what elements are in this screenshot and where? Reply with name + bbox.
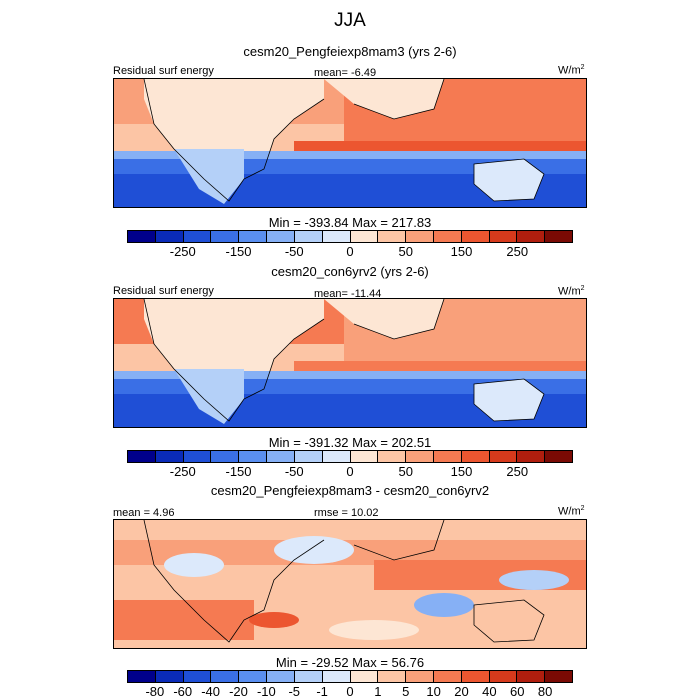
colorbar-tick-label: 0	[346, 684, 354, 699]
colorbar-tick-label: 0	[346, 464, 354, 479]
panel-1-subtitle: cesm20_Pengfeiexp8mam3 (yrs 2-6)	[243, 44, 457, 59]
colorbar-swatch	[489, 671, 518, 682]
colorbar-swatch	[517, 231, 546, 242]
colorbar-tick-label: 40	[482, 684, 497, 699]
colorbar-swatch	[461, 231, 490, 242]
colorbar-swatch	[406, 231, 434, 242]
panel-1-mean-label: mean= -6.49	[314, 67, 377, 79]
colorbar-swatch	[378, 451, 407, 462]
colorbar-tick-label: -50	[284, 464, 304, 479]
colorbar-tick-label: -1	[316, 684, 328, 699]
colorbar-swatch	[350, 231, 379, 242]
colorbar-swatch	[461, 671, 490, 682]
colorbar-tick-label: -40	[201, 684, 221, 699]
panel-3-subtitle: cesm20_Pengfeiexp8mam3 - cesm20_con6yrv2	[210, 483, 490, 498]
colorbar-tick-label: -60	[173, 684, 193, 699]
colorbar-tick-label: 10	[426, 684, 441, 699]
colorbar-swatch	[545, 231, 572, 242]
colorbar-swatch	[239, 451, 268, 462]
colorbar-swatch	[267, 451, 295, 462]
colorbar-swatch	[267, 671, 295, 682]
colorbar-swatch	[183, 671, 212, 682]
colorbar-tick-label: -5	[288, 684, 301, 699]
colorbar-swatch	[211, 451, 240, 462]
colorbar-swatch	[128, 451, 156, 462]
colorbar-swatch	[128, 671, 156, 682]
panel-1-minmax: Min = -393.84 Max = 217.83	[268, 215, 432, 230]
colorbar-swatch	[183, 451, 212, 462]
colorbar-tick-label: -250	[169, 464, 196, 479]
colorbar-swatch	[211, 231, 240, 242]
panel-1-left-label: Residual surf energy	[113, 65, 214, 77]
colorbar-swatch	[267, 231, 295, 242]
colorbar-tick-label: 0	[346, 244, 354, 259]
colorbar-tick-label: 80	[537, 684, 553, 699]
colorbar-swatch	[545, 671, 572, 682]
colorbar-swatch	[239, 231, 268, 242]
colorbar-swatch	[155, 671, 184, 682]
colorbar-swatch	[294, 451, 323, 462]
colorbar-swatch	[433, 231, 462, 242]
panel-3-mean-label: mean = 4.96	[113, 507, 175, 519]
colorbar-swatch	[211, 671, 240, 682]
colorbar-swatch	[489, 451, 518, 462]
panel-1-units: W/m2	[558, 64, 585, 77]
colorbar-tick-label: 5	[402, 684, 410, 699]
colorbar-swatch	[489, 231, 518, 242]
colorbar-swatch	[294, 671, 323, 682]
colorbar-swatch	[461, 451, 490, 462]
colorbar-tick-label: -150	[225, 464, 252, 479]
colorbar-swatch	[350, 451, 379, 462]
colorbar-swatch	[294, 231, 323, 242]
colorbar-tick-label: 60	[510, 684, 525, 699]
colorbar-swatch	[406, 451, 434, 462]
colorbar-swatch	[517, 451, 546, 462]
colorbar-tick-label: 250	[506, 244, 529, 259]
colorbar-tick-label: 250	[506, 464, 529, 479]
panel-2-subtitle: cesm20_con6yrv2 (yrs 2-6)	[271, 264, 429, 279]
panel-3-map	[113, 519, 587, 649]
panel-2-colorbar	[127, 450, 573, 463]
colorbar-tick-label: 150	[450, 244, 473, 259]
colorbar-tick-label: 1	[374, 684, 382, 699]
colorbar-tick-label: 50	[398, 244, 413, 259]
panel-1-colorbar	[127, 230, 573, 243]
colorbar-tick-label: 150	[450, 464, 473, 479]
colorbar-swatch	[378, 671, 407, 682]
colorbar-swatch	[322, 231, 351, 242]
panel-2-minmax: Min = -391.32 Max = 202.51	[268, 435, 432, 450]
colorbar-swatch	[545, 451, 572, 462]
colorbar-tick-label: -150	[225, 244, 252, 259]
panel-3-minmax: Min = -29.52 Max = 56.76	[275, 655, 425, 670]
colorbar-swatch	[433, 671, 462, 682]
panel-1-map	[113, 78, 587, 208]
colorbar-swatch	[517, 671, 546, 682]
colorbar-tick-label: -80	[145, 684, 165, 699]
colorbar-swatch	[239, 671, 268, 682]
colorbar-tick-label: 50	[398, 464, 413, 479]
panel-3-units: W/m2	[558, 505, 585, 518]
panel-3-rmse-label: rmse = 10.02	[314, 507, 379, 519]
colorbar-swatch	[155, 451, 184, 462]
colorbar-tick-label: -20	[229, 684, 248, 699]
colorbar-tick-label: 20	[454, 684, 469, 699]
panel-2-units: W/m2	[558, 285, 585, 298]
colorbar-swatch	[183, 231, 212, 242]
colorbar-swatch	[322, 671, 351, 682]
colorbar-swatch	[406, 671, 434, 682]
colorbar-swatch	[128, 231, 156, 242]
panel-2-mean-label: mean= -11.44	[314, 288, 382, 300]
colorbar-swatch	[433, 451, 462, 462]
colorbar-swatch	[350, 671, 379, 682]
panel-2-left-label: Residual surf energy	[113, 285, 214, 297]
panel-2-map	[113, 298, 587, 428]
colorbar-swatch	[378, 231, 407, 242]
figure-title: JJA	[334, 10, 366, 31]
colorbar-tick-label: -10	[256, 684, 276, 699]
colorbar-tick-label: -50	[284, 244, 304, 259]
panel-3-colorbar	[127, 670, 573, 683]
colorbar-tick-label: -250	[169, 244, 196, 259]
colorbar-swatch	[322, 451, 351, 462]
colorbar-swatch	[155, 231, 184, 242]
